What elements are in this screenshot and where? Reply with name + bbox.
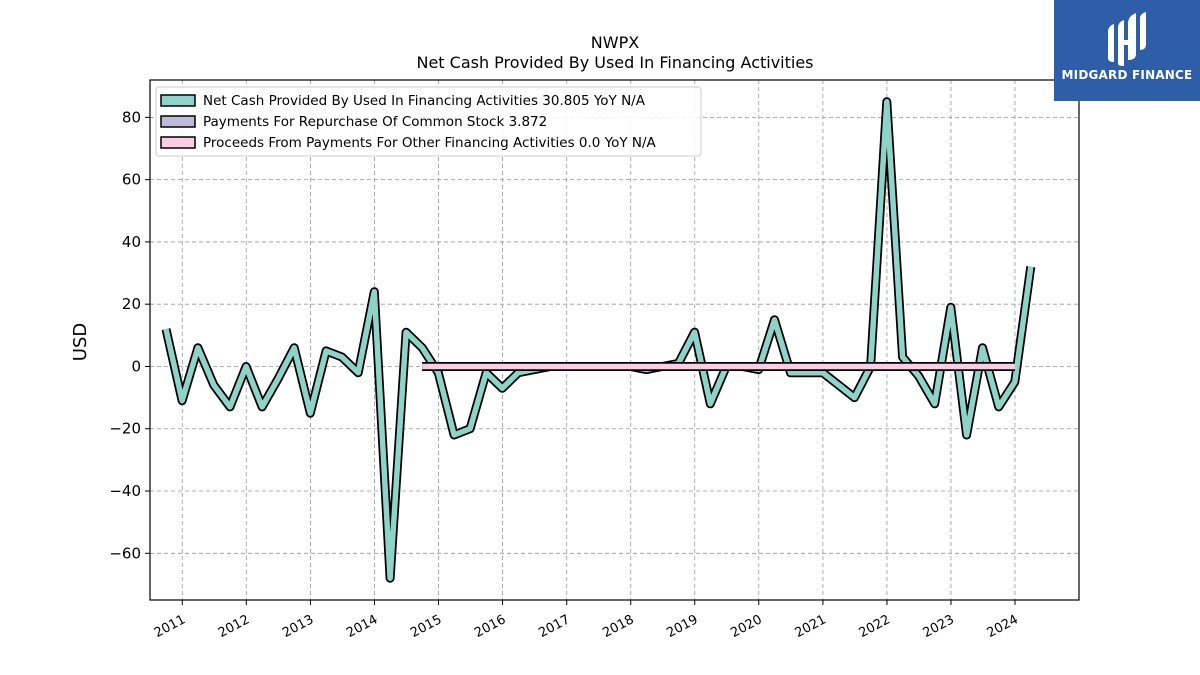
x-tick-label: 2024 <box>985 612 1021 641</box>
x-tick-label: 2017 <box>536 612 572 641</box>
x-tick-label: 2018 <box>600 612 636 641</box>
chart-subtitle: Net Cash Provided By Used In Financing A… <box>416 53 813 72</box>
x-tick-label: 2011 <box>152 612 188 641</box>
legend-entry-1: Payments For Repurchase Of Common Stock … <box>203 114 547 130</box>
x-tick-label: 2020 <box>728 612 764 641</box>
brand-logo: MIDGARD FINANCE <box>1054 0 1200 101</box>
y-tick-label: −60 <box>109 544 141 562</box>
legend-swatch-1 <box>160 115 196 128</box>
y-tick-label: 0 <box>131 357 141 375</box>
x-tick-label: 2013 <box>280 612 316 641</box>
y-tick-label: 60 <box>122 171 141 189</box>
legend-entry-0: Net Cash Provided By Used In Financing A… <box>203 93 646 109</box>
x-tick-label: 2023 <box>921 612 957 641</box>
x-axis: 2011 2012 2013 2014 2015 2016 2017 2018 2019 2020… <box>152 600 1021 641</box>
plot-area <box>161 97 1036 583</box>
series-0-line <box>163 99 1034 581</box>
brand-name: MIDGARD FINANCE <box>1061 68 1193 82</box>
y-axis: −60 −40 −20 0 20 40 60 80 <box>109 108 150 562</box>
x-tick-label: 2021 <box>793 612 829 641</box>
legend: Net Cash Provided By Used In Financing A… <box>155 86 702 157</box>
y-tick-label: 40 <box>122 233 141 251</box>
logo-mark-icon <box>1108 12 1146 66</box>
legend-box <box>155 86 702 157</box>
x-tick-label: 2019 <box>664 612 700 641</box>
y-tick-label: −40 <box>109 482 141 500</box>
legend-swatch-0 <box>160 94 196 107</box>
chart-title: NWPX <box>591 33 639 52</box>
x-tick-label: 2014 <box>344 612 380 641</box>
x-tick-label: 2016 <box>472 612 508 641</box>
grid-lines <box>150 80 1079 600</box>
x-tick-label: 2012 <box>216 612 252 641</box>
y-tick-label: 20 <box>122 295 141 313</box>
x-tick-label: 2015 <box>408 612 444 641</box>
y-axis-label: USD <box>70 323 91 361</box>
legend-entry-2: Proceeds From Payments For Other Financi… <box>203 135 657 151</box>
plot-frame <box>149 79 1080 601</box>
x-tick-label: 2022 <box>857 612 893 641</box>
y-tick-label: −20 <box>109 420 141 438</box>
legend-swatch-2 <box>160 136 196 149</box>
y-tick-label: 80 <box>122 108 141 126</box>
